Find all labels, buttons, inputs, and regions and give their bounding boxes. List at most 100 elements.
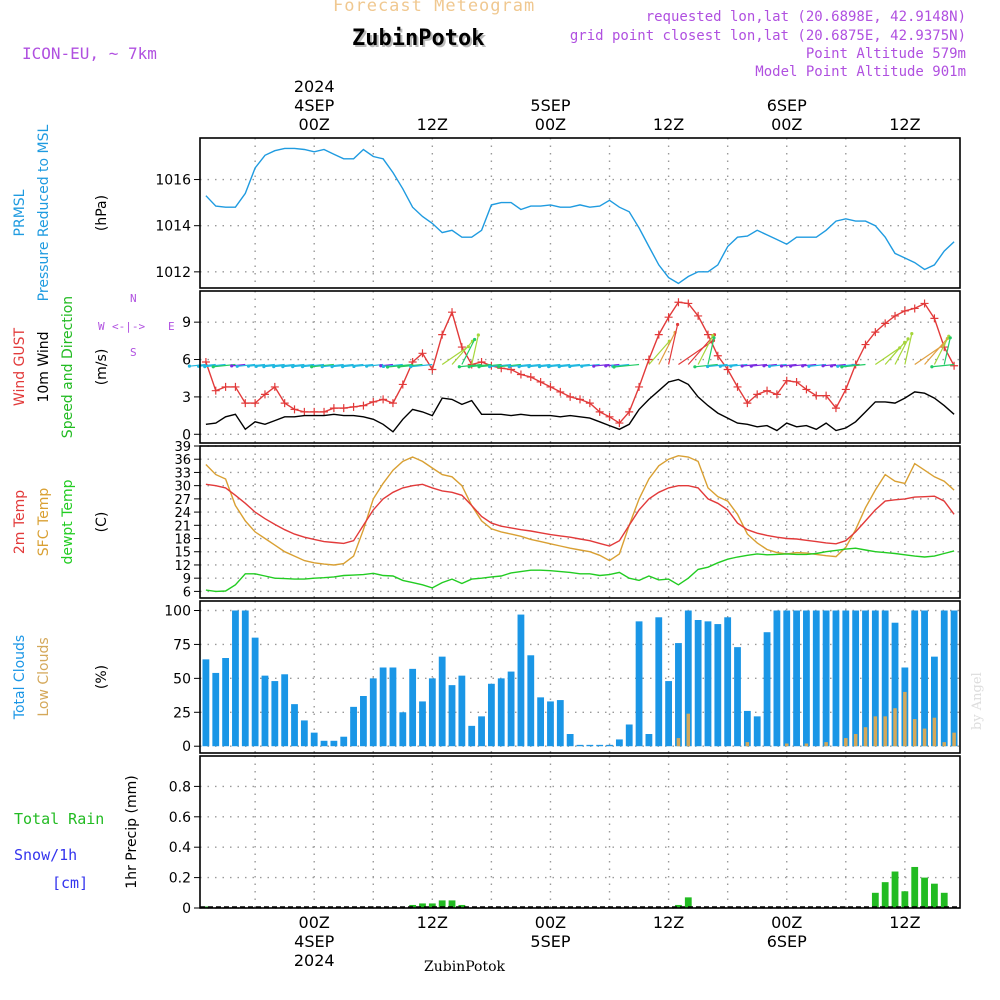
bar-tcc (438, 656, 446, 747)
bar-tcc (803, 610, 810, 747)
gust-marker (448, 308, 457, 317)
gust-marker (516, 370, 525, 379)
bar-tcc (537, 697, 545, 747)
y-tick-label: 27 (174, 493, 191, 508)
top-axis-label: 12Z (889, 115, 920, 134)
gust-marker (812, 391, 821, 400)
bar-tcc (369, 678, 377, 747)
bar-tcc (743, 710, 751, 747)
wind-arrow-head (537, 364, 542, 369)
gust-marker (576, 395, 584, 404)
bar-lcc (932, 717, 937, 747)
wind-arrow-head (675, 322, 680, 327)
ylabel-line-2: Low Clouds (36, 637, 52, 716)
wind-arrow-head (281, 365, 285, 369)
gust-marker (290, 405, 299, 414)
gust-marker (782, 376, 791, 385)
gust-marker (418, 349, 427, 358)
wind-arrow-head (300, 365, 305, 369)
bar-tcc (261, 675, 269, 747)
bar-lcc (922, 728, 927, 747)
bottom-axis-label: 12Z (653, 913, 684, 932)
y-tick-label: 39 (174, 440, 191, 455)
wind-arrow (730, 363, 748, 367)
bar-tcc (478, 716, 485, 747)
wind-arrow-head (706, 364, 710, 369)
bottom-axis-label: 5SEP (530, 932, 570, 951)
gust-marker (605, 412, 614, 421)
bar-tcc (862, 610, 869, 747)
y-tick-label: 9 (183, 572, 191, 587)
wind-arrow-head (547, 365, 551, 369)
wind-arrow-head (789, 364, 793, 368)
y-tick-label: 6 (182, 353, 191, 369)
y-tick-label: 12 (174, 559, 191, 574)
gust-marker (241, 399, 250, 408)
bar-tcc (487, 683, 495, 747)
wind-arrow-head (262, 364, 266, 369)
gust-marker (546, 382, 555, 391)
model-label: ICON-EU, ~ 7km (22, 44, 157, 63)
bar-rain (911, 866, 919, 908)
wind-arrow-head (580, 364, 584, 368)
bar-lcc (784, 743, 789, 747)
y-tick-label: 6 (183, 585, 191, 600)
panel-frame (199, 755, 961, 909)
wind-arrow-head (836, 364, 840, 368)
gust-marker (398, 380, 407, 389)
wind-arrow-head (712, 336, 716, 340)
wind-arrow-head (381, 364, 386, 369)
bottom-axis-label: 2024 (294, 951, 335, 970)
bar-tcc (389, 667, 397, 747)
top-axis-label: 00Z (299, 115, 330, 134)
bar-lcc (853, 734, 858, 747)
y-tick-label: 1014 (155, 219, 191, 235)
wind-arrow-head (604, 364, 608, 368)
unit-label: (m/s) (94, 349, 110, 386)
y-tick-label: 3 (182, 390, 191, 406)
panel-1: 1012 1014 1016 PRMSL Pressure Reduced to MSL… (12, 124, 961, 301)
bar-tcc (704, 621, 712, 747)
bar-tcc (694, 620, 702, 747)
y-tick-label: 33 (174, 466, 191, 481)
gust-marker (674, 298, 683, 307)
gust-marker (792, 377, 801, 386)
wind-arrow-head (365, 364, 369, 368)
gust-marker (703, 330, 712, 339)
bottom-axis-label: 00Z (771, 913, 802, 932)
wind-arrow-head (612, 365, 616, 369)
y-tick-label: 18 (174, 533, 191, 548)
bar-tcc (645, 734, 653, 747)
bar-tcc (950, 610, 958, 747)
gust-marker (871, 328, 880, 337)
bottom-axis-label: 12Z (417, 913, 448, 932)
top-axis-label: 00Z (535, 115, 566, 134)
wind-arrow-head (557, 364, 561, 369)
wind-arrow (823, 363, 837, 367)
gust-marker (595, 407, 604, 416)
gust-marker (349, 402, 358, 411)
bar-tcc (350, 706, 357, 747)
bar-lcc (844, 738, 848, 747)
wind-arrow (387, 363, 413, 368)
precip-legend-3: [cm] (52, 874, 88, 892)
wind-arrow (874, 347, 901, 366)
bar-tcc (458, 675, 466, 747)
ylabel-line-1: Wind GUST (12, 327, 28, 406)
gust-marker (300, 407, 309, 416)
bar-tcc (615, 739, 623, 747)
wind-arrow-head (246, 364, 251, 368)
bar-tcc (734, 647, 741, 747)
wind-arrow (687, 334, 715, 365)
wind-arrow (471, 334, 479, 365)
y-tick-label: 0 (182, 901, 191, 917)
top-axis-label: 4SEP (294, 96, 334, 115)
gust-marker (320, 407, 329, 416)
wind-arrow-head (457, 365, 461, 369)
wind-arrow (742, 363, 758, 367)
requested-location: requested lon,lat (20.6898E, 42.9148N) (645, 9, 966, 25)
y-tick-label: 0 (182, 739, 191, 755)
